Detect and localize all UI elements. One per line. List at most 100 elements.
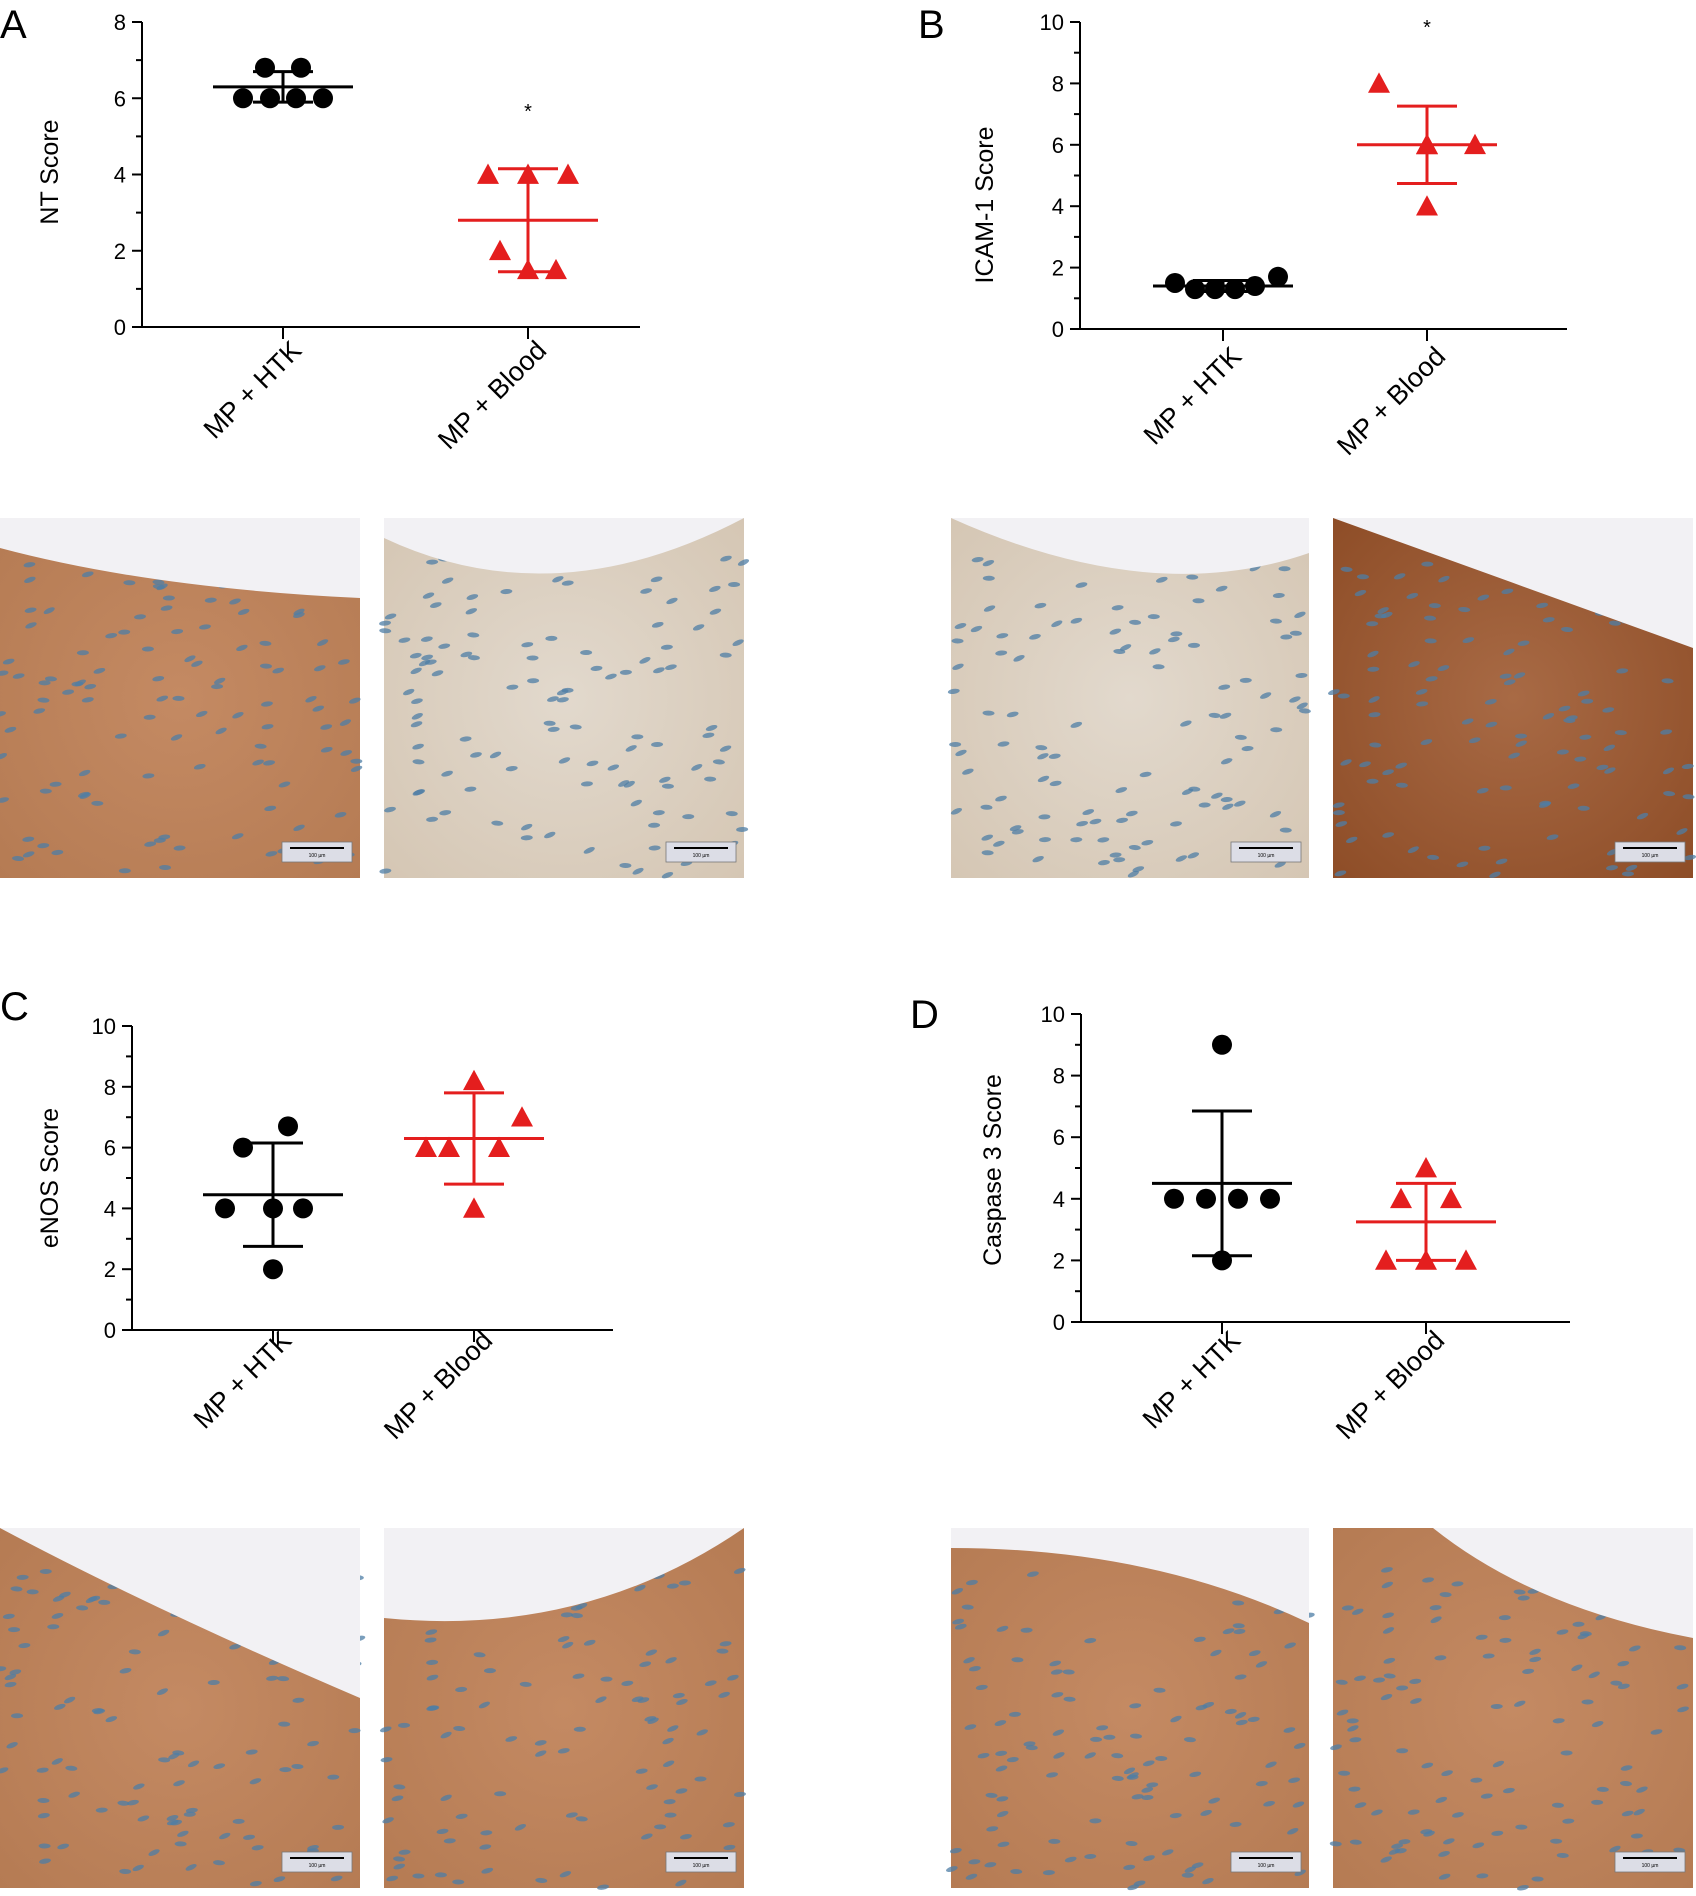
nucleus (561, 580, 574, 586)
nucleus (1146, 1782, 1159, 1788)
nucleus (4, 726, 17, 733)
nucleus (1482, 1653, 1495, 1659)
nucleus (1677, 1706, 1689, 1713)
nucleus (1367, 666, 1380, 672)
nucleus (59, 1591, 71, 1598)
nucleus (572, 1673, 585, 1679)
nucleus (949, 1847, 962, 1854)
nucleus (1211, 792, 1223, 799)
nucleus (595, 1696, 607, 1703)
nucleus (1037, 775, 1050, 783)
nucleus (1295, 672, 1308, 679)
nucleus (950, 807, 963, 815)
data-point (233, 1137, 253, 1158)
nucleus (81, 571, 94, 578)
nucleus (982, 575, 995, 581)
nucleus (1198, 802, 1211, 808)
significance-marker: * (524, 101, 532, 123)
nucleus (985, 1792, 998, 1798)
nucleus (1050, 1669, 1063, 1675)
nucleus (1380, 1694, 1393, 1701)
nucleus (1279, 827, 1292, 833)
nucleus (1610, 1680, 1623, 1686)
nucleus (0, 753, 7, 760)
nucleus (1409, 1678, 1422, 1684)
nucleus (1202, 1878, 1214, 1885)
nucleus (1609, 1845, 1621, 1853)
nucleus (421, 654, 434, 661)
nucleus (1269, 810, 1282, 818)
nucleus (1334, 870, 1347, 877)
nucleus (1381, 1567, 1393, 1573)
nucleus (1278, 566, 1291, 572)
scale-bar: 100 µm (281, 1851, 353, 1873)
nucleus (1614, 730, 1627, 736)
nucleus (1152, 664, 1165, 670)
nucleus (229, 1643, 242, 1650)
nucleus (680, 1834, 692, 1840)
scale-bar: 100 µm (665, 841, 737, 863)
nucleus (1133, 1880, 1146, 1887)
nucleus (236, 644, 248, 651)
nucleus (1006, 1757, 1019, 1763)
nucleus (1456, 861, 1469, 868)
nucleus (630, 799, 642, 807)
nucleus (1663, 791, 1676, 797)
nucleus (961, 1604, 974, 1610)
nucleus (1232, 1600, 1245, 1606)
nucleus (232, 711, 244, 719)
nucleus (305, 695, 317, 703)
nucleus (1468, 737, 1481, 744)
nucleus (1588, 1671, 1600, 1679)
nucleus (1038, 814, 1051, 820)
nucleus (424, 1637, 437, 1643)
nucleus (648, 845, 661, 851)
nucleus (625, 745, 637, 752)
nucleus (478, 1701, 490, 1709)
nucleus (981, 850, 994, 856)
nucleus (1111, 1775, 1124, 1781)
nucleus (1189, 1771, 1202, 1778)
nucleus (1084, 1752, 1096, 1759)
nucleus (1120, 644, 1132, 651)
nucleus (653, 667, 665, 674)
data-point (1164, 1188, 1184, 1209)
nucleus (1571, 1664, 1583, 1672)
nucleus (1636, 1786, 1648, 1793)
nucleus (261, 724, 274, 730)
nucleus (1141, 839, 1154, 846)
nucleus (37, 1797, 50, 1804)
data-point (415, 1136, 437, 1157)
nucleus (479, 1844, 492, 1850)
scale-bar-label: 100 µm (1642, 1863, 1659, 1869)
nucleus (105, 633, 118, 639)
nucleus (237, 608, 250, 616)
nucleus (704, 776, 717, 782)
nucleus (1239, 677, 1252, 683)
nucleus (393, 1784, 406, 1790)
nucleus (65, 1765, 78, 1771)
nucleus (142, 773, 155, 779)
nucleus (1147, 614, 1160, 620)
chart-panel-a: 0 2 4 6 8 NT Score MP + HTK MP + Blood * (36, 10, 640, 455)
nucleus (696, 1729, 708, 1736)
scale-bar-label: 100 µm (309, 1863, 326, 1869)
nucleus (158, 1757, 171, 1763)
nucleus (694, 1776, 707, 1782)
nucleus (1579, 734, 1592, 740)
nucleus (648, 822, 661, 828)
y-tick-label: 4 (104, 1196, 116, 1221)
nucleus (570, 1613, 583, 1619)
nucleus (340, 750, 353, 756)
nucleus (1422, 1577, 1435, 1583)
nucleus (1270, 727, 1283, 733)
nucleus (557, 1748, 570, 1754)
nucleus (1049, 780, 1062, 787)
nucleus (455, 1813, 468, 1819)
nucleus (952, 663, 964, 670)
nucleus (1232, 1623, 1245, 1629)
nucleus (1126, 1774, 1139, 1780)
nucleus (558, 757, 571, 764)
nucleus (639, 1661, 652, 1667)
nucleus (1438, 1873, 1451, 1880)
